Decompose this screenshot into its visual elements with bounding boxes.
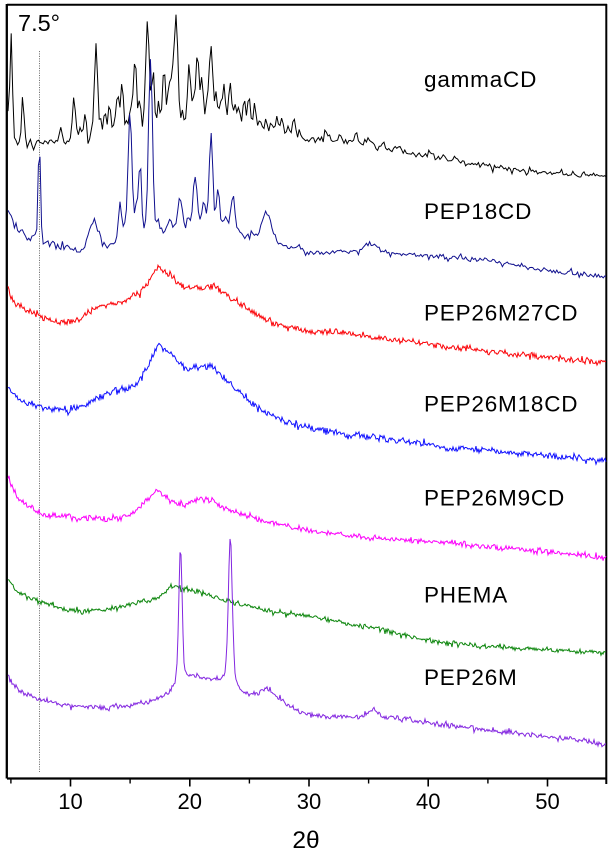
svg-text:PEP26M18CD: PEP26M18CD [424, 392, 578, 417]
svg-text:10: 10 [58, 789, 82, 814]
svg-text:2θ: 2θ [292, 827, 319, 853]
svg-text:PEP26M27CD: PEP26M27CD [424, 301, 578, 326]
svg-text:PHEMA: PHEMA [424, 583, 508, 608]
svg-text:PEP26M9CD: PEP26M9CD [424, 486, 565, 511]
svg-text:7.5°: 7.5° [18, 10, 60, 36]
svg-text:gammaCD: gammaCD [424, 67, 537, 92]
svg-text:PEP26M: PEP26M [424, 665, 518, 690]
svg-text:20: 20 [178, 789, 202, 814]
svg-text:50: 50 [535, 789, 559, 814]
svg-text:40: 40 [416, 789, 440, 814]
svg-text:30: 30 [297, 789, 321, 814]
svg-text:PEP18CD: PEP18CD [424, 199, 532, 224]
